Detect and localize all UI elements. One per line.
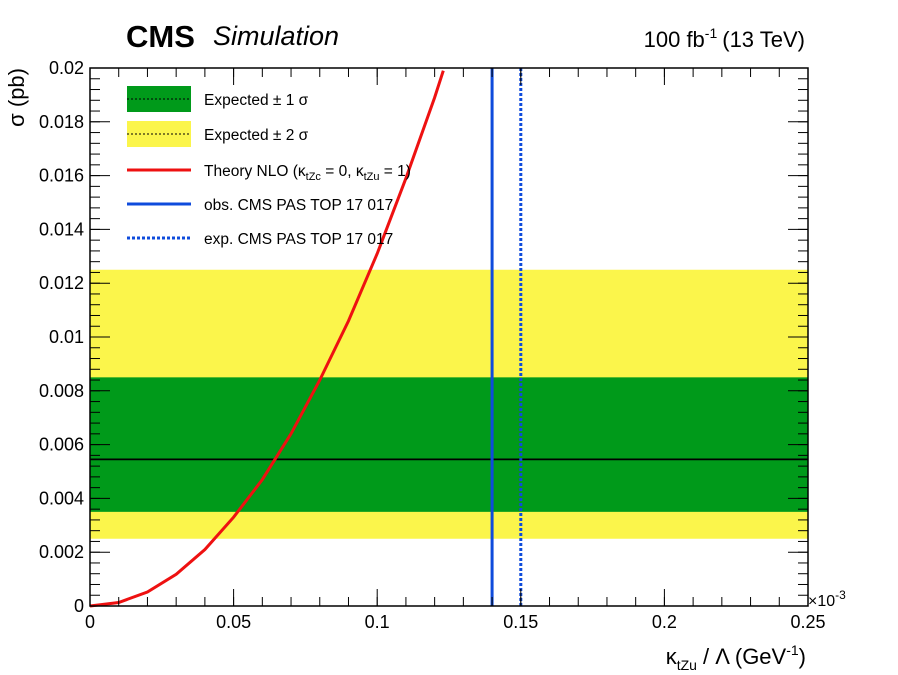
y-tick-label: 0.006 (39, 435, 84, 455)
x-tick-label: 0.05 (216, 612, 251, 632)
theory-curve (89, 70, 445, 608)
x-axis-multiplier: ×10-3 (808, 588, 846, 610)
y-tick-label: 0.02 (49, 58, 84, 78)
y-tick-label: 0.016 (39, 166, 84, 186)
y-axis-label: σ (pb) (4, 68, 29, 127)
x-tick-label: 0.1 (365, 612, 390, 632)
y-tick-label: 0.01 (49, 327, 84, 347)
y-tick-label: 0.008 (39, 381, 84, 401)
lumi-label: 100 fb-1 (13 TeV) (644, 25, 805, 52)
uncertainty-bands (90, 269, 808, 539)
limit-lines (89, 68, 808, 608)
legend-label: obs. CMS PAS TOP 17 017 (204, 197, 393, 214)
legend-label: Expected ± 2 σ (204, 127, 309, 144)
y-tick-label: 0.018 (39, 112, 84, 132)
x-tick-label: 0 (85, 612, 95, 632)
axis-ticks: 0 0.05 0.1 0.15 0.2 0.25 0 0.002 0.004 0.006 0.008… (39, 58, 826, 632)
legend-label: Expected ± 1 σ (204, 92, 309, 109)
y-tick-label: 0.012 (39, 273, 84, 293)
y-tick-label: 0.002 (39, 542, 84, 562)
x-tick-label: 0.15 (503, 612, 538, 632)
legend: Expected ± 1 σ Expected ± 2 σ Theory NLO (… (127, 86, 411, 248)
x-axis-label: κtZu / Λ (GeV-1) (666, 642, 806, 673)
y-tick-label: 0.014 (39, 219, 84, 239)
x-tick-label: 0.2 (652, 612, 677, 632)
experiment-label: CMS (126, 19, 195, 54)
legend-label: Theory NLO (κtZc = 0, κtZu = 1) (204, 163, 411, 183)
y-tick-label: 0.004 (39, 488, 84, 508)
x-tick-label: 0.25 (790, 612, 825, 632)
y-tick-label: 0 (74, 596, 84, 616)
band-1sigma (90, 377, 808, 512)
legend-label: exp. CMS PAS TOP 17 017 (204, 231, 393, 248)
status-label: Simulation (213, 21, 339, 51)
